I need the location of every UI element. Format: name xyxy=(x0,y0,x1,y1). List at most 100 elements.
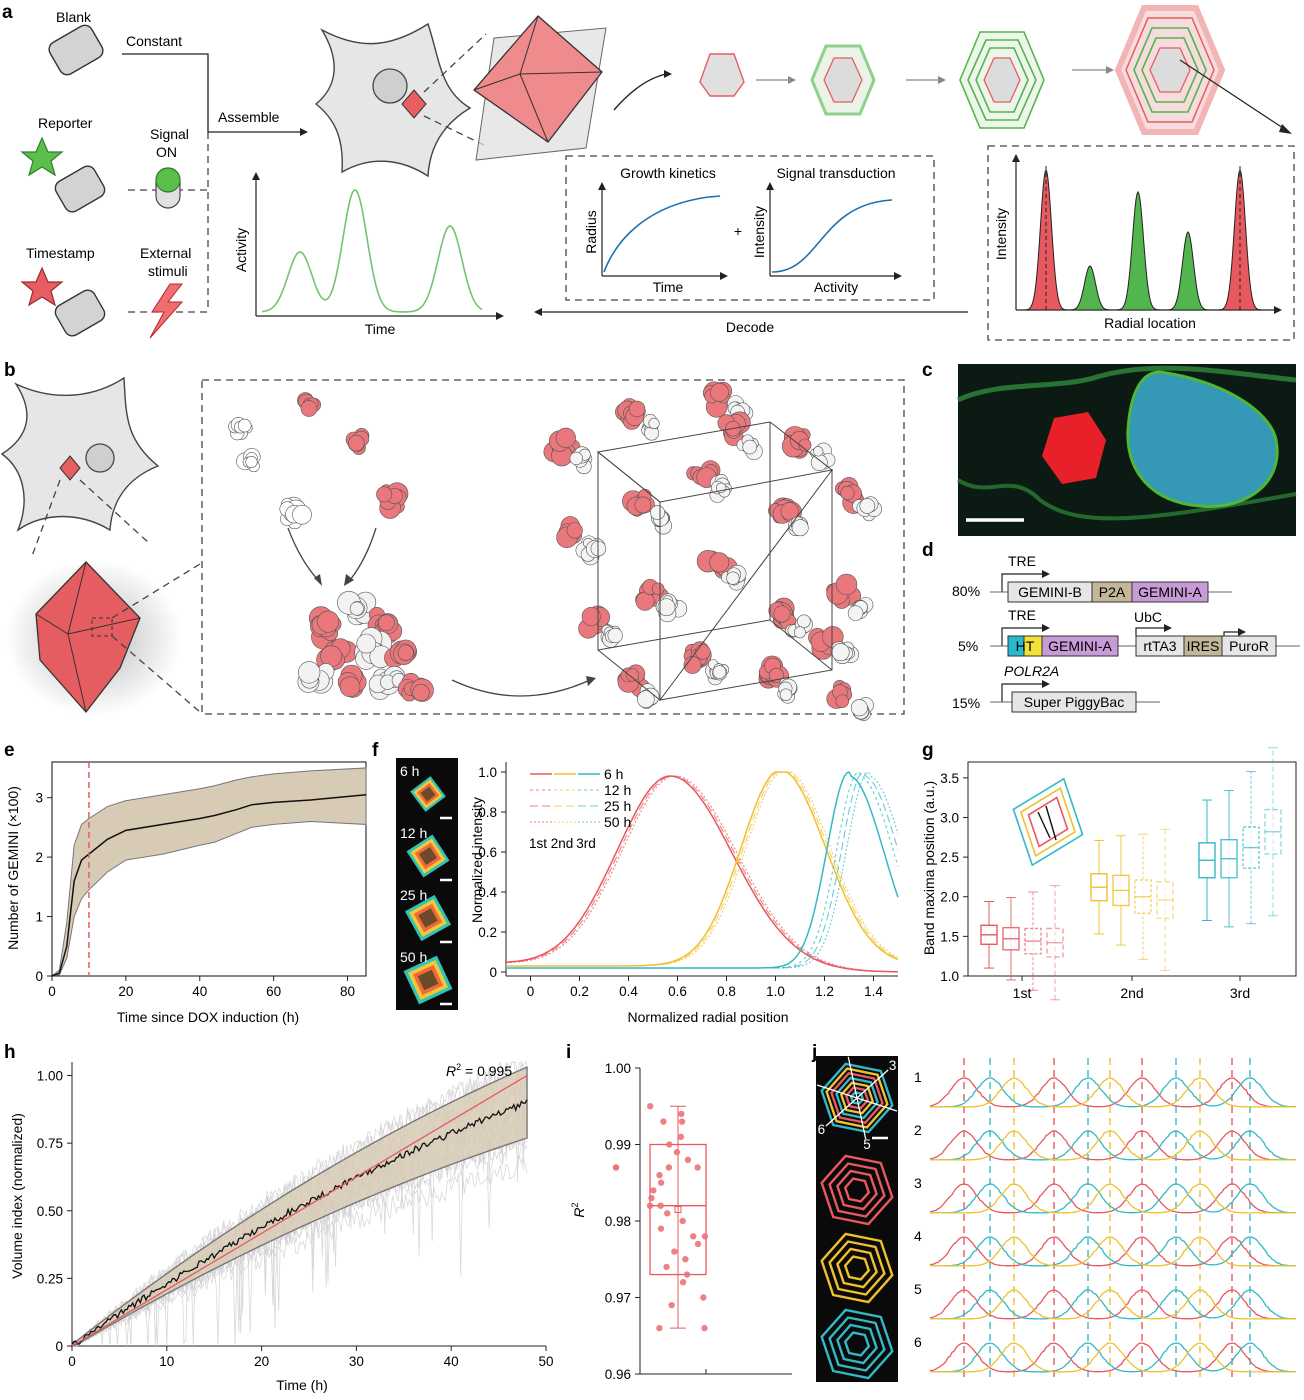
j-row-label: 6 xyxy=(914,1334,922,1350)
svg-text:R2 = 0.995: R2 = 0.995 xyxy=(446,1062,512,1079)
i-ytick-label: 1.00 xyxy=(605,1061,631,1076)
j-profile-row-6 xyxy=(930,1342,1296,1373)
panel-d-label: d xyxy=(922,540,934,561)
f-xtick-label: 0 xyxy=(527,984,535,999)
panel-f-label: f xyxy=(372,740,379,761)
i-ytick-label: 0.97 xyxy=(605,1291,631,1306)
construct-3-pct: 15% xyxy=(952,695,980,711)
panel-g-label: g xyxy=(922,740,934,761)
panel-h-xlabel: Time (h) xyxy=(276,1377,328,1393)
lattice-unit-lobe xyxy=(637,690,655,709)
j-cyan-channel-ring xyxy=(836,1323,878,1365)
g-ytick-label: 1.5 xyxy=(940,929,959,944)
lattice-unit-lobe xyxy=(835,573,858,596)
j-row-label: 3 xyxy=(914,1175,922,1191)
lightning-icon xyxy=(149,283,184,339)
construct-1-part-1: GEMINI-B xyxy=(1018,584,1082,600)
f-curve-1st-4 xyxy=(505,775,899,973)
protein-assembly xyxy=(228,381,882,721)
lattice-unit xyxy=(736,434,763,461)
f-ytick-label: 0.6 xyxy=(478,845,497,860)
lattice-unit xyxy=(641,414,660,441)
f-legend-col: 3rd xyxy=(576,836,596,851)
lattice-unit-lobe xyxy=(850,699,868,717)
panel-h-r2-prefix: R xyxy=(446,1063,456,1079)
i-point xyxy=(660,1118,667,1125)
reporter-star-icon xyxy=(20,136,64,177)
time-axis-label: Time xyxy=(365,321,396,337)
panel-c-label: c xyxy=(922,360,933,381)
j-profile-row-5 xyxy=(930,1289,1296,1320)
i-point xyxy=(657,1225,665,1232)
protein-monomer-white-lobe xyxy=(245,456,258,469)
g-inset-arrow xyxy=(1037,811,1051,839)
lattice-unit xyxy=(781,426,812,459)
lattice-unit-lobe xyxy=(847,605,864,621)
lattice-unit xyxy=(635,578,670,611)
protein-cluster-unit xyxy=(397,672,434,702)
protein-cluster-unit-lobe xyxy=(298,661,321,684)
i-point xyxy=(701,1233,709,1240)
f-ytick-label: 0.8 xyxy=(478,805,497,820)
i-point xyxy=(701,1324,708,1332)
panel-d: d 80% TRE GEMINI-B P2A GEMINI-A 5% TRE U… xyxy=(922,540,1300,713)
protein-monomer-white-lobe xyxy=(237,418,252,433)
e-xtick-label: 80 xyxy=(340,984,355,999)
panel-j-chart: 1 2 3 4 5 6 xyxy=(914,1058,1297,1382)
g-ytick-label: 2.0 xyxy=(940,890,959,905)
lattice-unit-lobe xyxy=(569,451,583,466)
h-individual-trace xyxy=(71,1127,528,1347)
lattice-unit-lobe xyxy=(859,498,876,514)
j-red-channel-ring xyxy=(820,1154,894,1226)
protein-monomer-white-lobe xyxy=(292,504,312,525)
i-point xyxy=(665,1164,673,1171)
j-profile-row-3 xyxy=(930,1183,1296,1214)
panel-e-ylabel: Number of GEMINI (×100) xyxy=(5,786,21,950)
time-axis-label-2: Time xyxy=(653,279,684,295)
j-profile-row-3 xyxy=(929,1183,1296,1214)
i-point xyxy=(684,1156,692,1164)
construct-2-part-3: rtTA3 xyxy=(1143,638,1176,654)
lattice-unit xyxy=(788,516,809,537)
lattice-unit xyxy=(569,446,593,475)
construct-3-promoter: POLR2A xyxy=(1004,663,1059,679)
lattice-unit xyxy=(556,516,583,549)
lattice-unit xyxy=(709,474,733,503)
i-point xyxy=(694,1164,701,1171)
e-ytick-label: 3 xyxy=(35,791,43,806)
construct-1-part-2: P2A xyxy=(1099,584,1126,600)
j-ray xyxy=(856,1097,898,1112)
lattice-unit-lobe xyxy=(555,427,576,449)
j-profile-row-5 xyxy=(930,1289,1296,1320)
intensity-axis-label-3: Intensity xyxy=(993,208,1009,260)
lattice-unit xyxy=(768,497,802,524)
lattice-unit-lobe xyxy=(840,485,855,501)
lattice-unit xyxy=(655,593,688,623)
j-ray-label: 2 xyxy=(843,1043,851,1058)
i-ytick-label: 0.98 xyxy=(605,1214,631,1229)
lattice-unit-lobe xyxy=(709,552,730,573)
f-legend-col: 1st xyxy=(529,836,547,851)
panel-a-label: a xyxy=(2,2,13,23)
lattice-unit-lobe xyxy=(607,627,623,644)
i-point xyxy=(612,1164,620,1171)
protein-cluster-unit xyxy=(384,639,417,668)
lattice-unit xyxy=(826,573,862,609)
h-ytick-label: 0.25 xyxy=(37,1271,63,1286)
f-ytick-label: 0 xyxy=(489,965,497,980)
panel-g-ylabel: Band maxima position (a.u.) xyxy=(921,781,937,955)
h-xtick-label: 30 xyxy=(349,1354,364,1369)
j-red-channel-ring xyxy=(843,1177,871,1203)
j-merged-image: 1 2 3 4 5 6 xyxy=(808,1043,907,1152)
reporter-block-icon xyxy=(54,165,106,213)
i-point xyxy=(694,1240,702,1248)
e-xtick-label: 60 xyxy=(266,984,281,999)
e-ytick-label: 0 xyxy=(35,969,43,984)
construct-1-pct: 80% xyxy=(952,583,980,599)
panel-i-ylabel-sup: 2 xyxy=(570,1202,580,1207)
e-xtick-label: 0 xyxy=(48,984,56,999)
h-xtick-label: 40 xyxy=(444,1354,459,1369)
protein-monomer-white xyxy=(236,448,261,473)
lattice-unit-lobe xyxy=(695,644,711,660)
protein-cluster-unit-lobe xyxy=(356,633,377,654)
